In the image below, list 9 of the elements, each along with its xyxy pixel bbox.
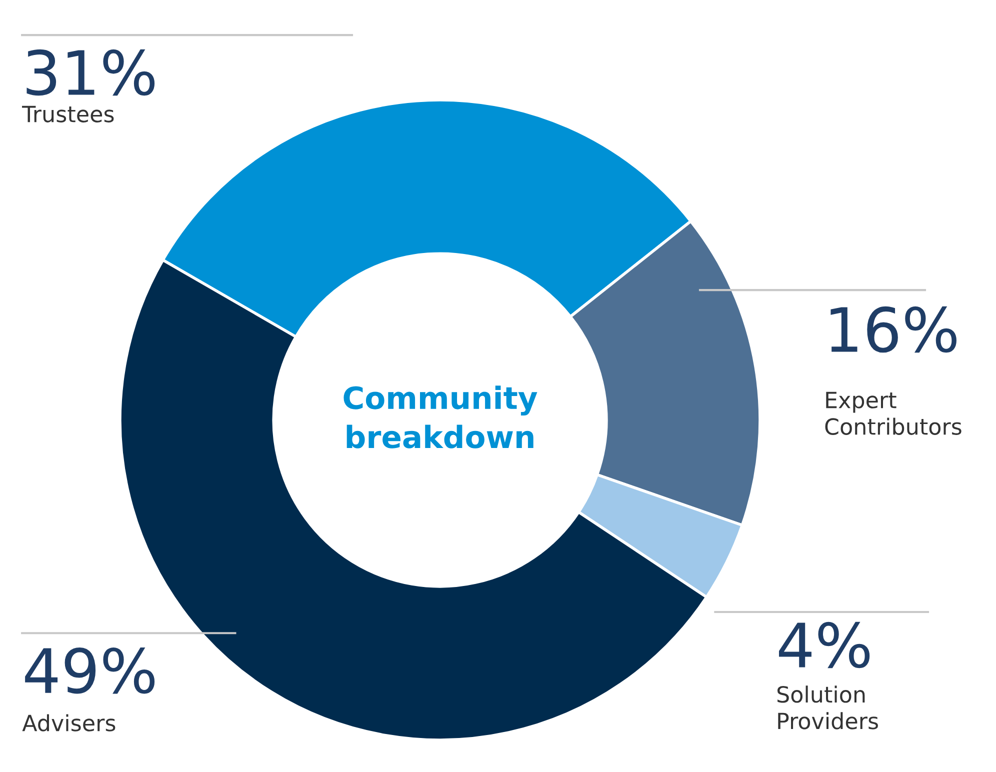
data-label: 31% — [26, 49, 155, 96]
data-label: 16% — [830, 306, 956, 353]
slice-label: Trustees — [22, 106, 114, 122]
data-label: 4% — [778, 622, 870, 668]
slice-label: Advisers — [22, 714, 116, 732]
text: Community breakdown — [344, 386, 538, 448]
data-label: 49% — [25, 648, 155, 694]
slice-label: Solution Providers — [777, 686, 878, 730]
slice-label: Expert Contributors — [825, 392, 962, 435]
